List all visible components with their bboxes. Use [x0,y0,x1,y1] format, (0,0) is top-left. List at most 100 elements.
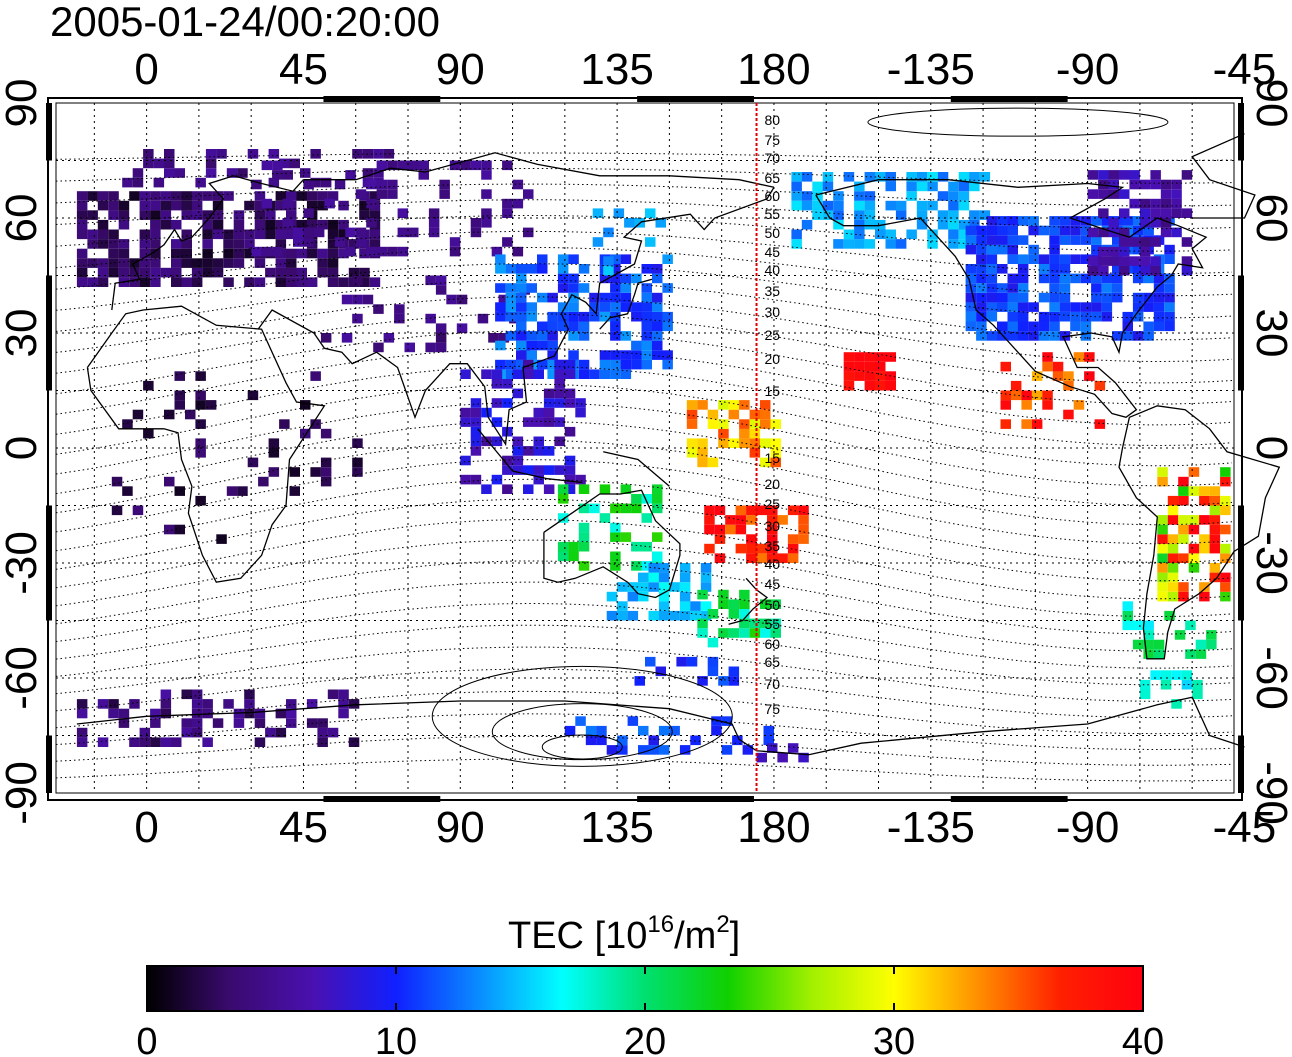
top-longitude-labels: 0 45 90 135 180 -135 -90 -45 [134,45,1276,94]
tec-cell [1059,264,1071,274]
coastline [1118,405,1281,660]
tec-cell [97,737,109,747]
tec-cell [408,227,419,238]
frame-tick-bottom [323,796,441,802]
tec-cell [1178,476,1189,487]
tec-cell [557,513,569,523]
tec-cell [610,321,621,332]
tec-cell [317,718,328,728]
tec-cell [1084,371,1095,381]
tec-cell [233,239,245,249]
tec-cell [965,292,977,303]
frame-tick-right [1238,505,1244,621]
tec-cell [679,563,691,573]
tec-cell [631,359,642,370]
tec-cell [1139,237,1151,247]
tec-cell [791,191,802,201]
tec-cell [533,417,544,427]
left-lat-label: 90 [0,79,46,128]
tec-cell [1122,620,1133,631]
tec-cell [171,248,182,259]
tec-cell [854,191,865,201]
tec-cell [362,168,374,178]
tec-cell [638,591,649,602]
tec-cell [658,582,670,592]
tec-cell [746,534,757,544]
tec-cell [268,438,280,448]
tec-cell [1153,321,1165,332]
tec-cell [202,737,213,747]
coastline [599,278,653,330]
tec-cell [376,160,388,171]
tec-cell [1101,283,1113,293]
tec-cell [578,561,590,571]
mlat-contour [55,690,1233,735]
tec-cell [195,400,206,410]
right-lat-label: 60 [1247,194,1292,243]
tec-cell [244,708,255,719]
tec-cell [1028,216,1039,226]
tec-cell [516,321,527,332]
tec-cell [160,708,172,719]
tec-cell [564,455,576,466]
tec-cell [171,267,182,278]
mlat-contour [55,348,1233,426]
tec-cell [652,340,663,351]
tec-cell [599,369,611,379]
tec-cell [1007,216,1018,226]
tec-cell [275,258,287,268]
mlat-label-north: 20 [765,351,781,367]
tec-cell [160,191,172,201]
tec-cell [1122,331,1133,341]
tec-cell [1007,283,1018,293]
tec-cell [111,476,123,487]
tec-cell [435,342,447,353]
tec-cell [1101,216,1113,226]
tec-cell [1049,321,1060,332]
tec-cell [725,524,736,535]
tec-cell [1181,170,1193,180]
tec-cell [596,735,607,746]
tec-cell [927,239,938,249]
tec-cell [927,200,938,211]
tec-cell [554,388,565,399]
tec-cell [557,283,569,293]
tec-cell [767,543,778,554]
tec-cell [202,219,213,230]
tec-cell [289,467,300,477]
tec-cell [1171,227,1182,238]
mlat-label-south: 45 [765,576,781,592]
tec-cell [1164,292,1175,303]
tec-cell [617,610,628,621]
tec-cell [568,350,579,360]
tec-cell [498,333,510,343]
tec-cell [916,172,928,182]
tec-cell [854,219,865,230]
tec-cell [1059,273,1071,284]
tec-cell [1188,553,1200,563]
tec-cell [174,390,185,401]
tec-cell [516,283,527,293]
mlat-north-loop [867,107,1169,137]
tec-cell [132,409,144,420]
tec-cell [610,532,621,542]
tec-cell [397,227,409,238]
tec-cell [760,438,771,448]
tec-cell [599,513,611,523]
tec-cell [638,572,649,583]
mlat-south-loop [541,734,623,760]
tec-cell [369,229,381,240]
tec-cell [760,628,771,638]
tec-cell [373,149,384,159]
left-lat-label: -60 [0,646,46,710]
tec-cell [578,359,590,370]
tec-cell [770,618,781,629]
tec-cell [997,225,1008,236]
tec-cell [746,515,757,525]
tec-cell [1112,264,1123,274]
tec-cell [1000,419,1011,429]
tec-cell [108,200,119,211]
tec-cell [1091,311,1102,322]
tec-cell [620,292,632,303]
tec-cell [645,656,656,667]
